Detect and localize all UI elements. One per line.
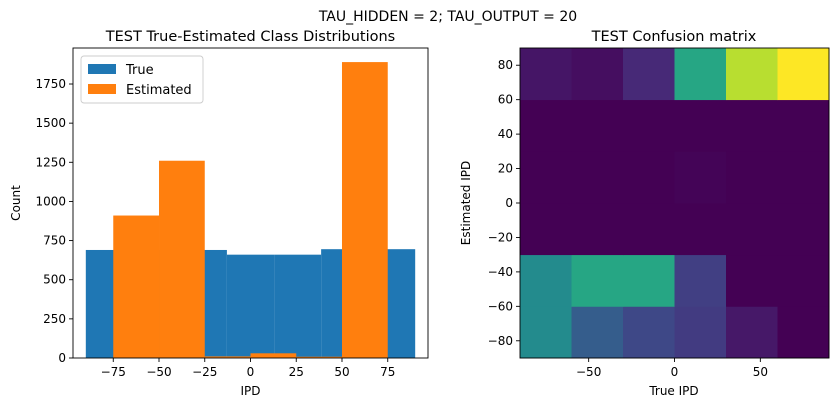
confusion-cell-r5-c3: [674, 48, 727, 101]
confusion-cell-r4-c5: [777, 99, 830, 152]
confusion-cell-r0-c0: [520, 306, 572, 359]
confusion-matrix-x-axis: −50 0 50: [576, 358, 768, 379]
histogram-y-tick-label: 0: [58, 351, 66, 365]
confusion-cell-r1-c0: [520, 254, 572, 307]
histogram-y-tick-label: 500: [43, 273, 66, 287]
confusion-matrix-x-label: True IPD: [648, 384, 698, 398]
histogram-bar-estimated-0: [113, 215, 160, 358]
histogram-series-estimated: [113, 62, 388, 359]
confusion-y-tick-label: 60: [498, 93, 513, 107]
histogram-y-label: Count: [9, 185, 23, 221]
legend-label-true: True: [125, 63, 154, 78]
legend-swatch-true: [88, 64, 116, 74]
confusion-cell-r0-c3: [674, 306, 727, 359]
legend-swatch-estimated: [88, 84, 116, 94]
confusion-cell-r0-c1: [571, 306, 624, 359]
legend-label-estimated: Estimated: [126, 83, 192, 98]
histogram-bar-estimated-4: [296, 356, 342, 358]
histogram-x-tick-label: −75: [101, 365, 126, 379]
confusion-cell-r3-c5: [777, 151, 830, 204]
histogram-chart: TEST True-Estimated Class Distributions …: [9, 29, 429, 398]
confusion-cell-r1-c1: [571, 254, 624, 307]
confusion-cell-r4-c0: [520, 99, 572, 152]
confusion-cell-r5-c0: [520, 48, 572, 101]
confusion-cell-r5-c2: [623, 48, 675, 101]
confusion-y-tick-label: 0: [505, 196, 513, 210]
confusion-cell-r2-c4: [726, 203, 778, 256]
histogram-y-tick-label: 1500: [35, 116, 66, 130]
confusion-cell-r5-c1: [571, 48, 624, 101]
histogram-y-tick-label: 250: [43, 312, 66, 326]
confusion-y-tick-label: −40: [488, 265, 513, 279]
confusion-cell-r2-c5: [777, 203, 830, 256]
confusion-cell-r2-c2: [623, 203, 675, 256]
histogram-bar-true-3: [226, 254, 275, 358]
histogram-x-tick-label: 25: [289, 365, 304, 379]
confusion-cell-r3-c1: [571, 151, 624, 204]
histogram-x-tick-label: 0: [247, 365, 255, 379]
confusion-cell-r1-c4: [726, 254, 778, 307]
histogram-bar-estimated-3: [250, 353, 297, 358]
confusion-y-tick-label: 80: [498, 58, 513, 72]
confusion-matrix-y-label: Estimated IPD: [459, 161, 473, 245]
histogram-bar-estimated-2: [204, 356, 251, 358]
confusion-cell-r0-c4: [726, 306, 778, 359]
histogram-title: TEST True-Estimated Class Distributions: [105, 29, 395, 45]
confusion-cell-r4-c4: [726, 99, 778, 152]
confusion-cell-r0-c2: [623, 306, 675, 359]
confusion-y-tick-label: −60: [488, 299, 513, 313]
confusion-y-tick-label: −20: [488, 230, 513, 244]
confusion-cell-r1-c3: [674, 254, 727, 307]
histogram-y-tick-label: 1000: [35, 194, 66, 208]
confusion-matrix-title: TEST Confusion matrix: [591, 29, 757, 45]
confusion-cell-r2-c0: [520, 203, 572, 256]
histogram-x-axis: −75 −50 −25 0 25 50 75: [101, 358, 395, 379]
histogram-x-tick-label: −25: [192, 365, 217, 379]
confusion-cell-r3-c4: [726, 151, 778, 204]
confusion-matrix-y-axis: −80 −60 −40 −20 0 20 40 60 80: [488, 58, 520, 348]
confusion-cell-r0-c5: [777, 306, 830, 359]
confusion-cell-r2-c3: [674, 203, 727, 256]
confusion-cell-r1-c2: [623, 254, 675, 307]
confusion-matrix-cells: [520, 48, 830, 359]
confusion-cell-r4-c1: [571, 99, 624, 152]
confusion-cell-r3-c2: [623, 151, 675, 204]
histogram-y-tick-label: 750: [43, 234, 66, 248]
histogram-bar-true-4: [274, 254, 322, 358]
histogram-y-axis: 0 250 500 750 1000 1250 1500 1750: [35, 77, 73, 365]
histogram-x-tick-label: 75: [380, 365, 395, 379]
confusion-y-tick-label: −80: [488, 334, 513, 348]
confusion-cell-r3-c0: [520, 151, 572, 204]
histogram-y-tick-label: 1250: [35, 155, 66, 169]
confusion-matrix-chart: TEST Confusion matrix −50 0 50 −80 −60 −40 −2…: [459, 29, 830, 398]
histogram-x-tick-label: −50: [146, 365, 171, 379]
confusion-y-tick-label: 20: [498, 162, 513, 176]
confusion-cell-r3-c3: [674, 151, 727, 204]
confusion-cell-r2-c1: [571, 203, 624, 256]
histogram-bar-estimated-5: [341, 62, 388, 359]
confusion-x-tick-label: 50: [753, 365, 768, 379]
histogram-y-tick-label: 1750: [35, 77, 66, 91]
confusion-cell-r5-c5: [777, 48, 830, 101]
histogram-x-tick-label: 50: [334, 365, 349, 379]
histogram-legend: True Estimated: [80, 55, 204, 104]
confusion-y-tick-label: 40: [498, 127, 513, 141]
confusion-x-tick-label: 0: [671, 365, 679, 379]
histogram-bar-estimated-1: [159, 160, 205, 358]
confusion-cell-r1-c5: [777, 254, 830, 307]
figure-suptitle: TAU_HIDDEN = 2; TAU_OUTPUT = 20: [318, 9, 577, 25]
confusion-x-tick-label: −50: [576, 365, 601, 379]
confusion-cell-r4-c3: [674, 99, 727, 152]
confusion-cell-r5-c4: [726, 48, 778, 101]
confusion-cell-r4-c2: [623, 99, 675, 152]
histogram-x-label: IPD: [240, 384, 260, 398]
